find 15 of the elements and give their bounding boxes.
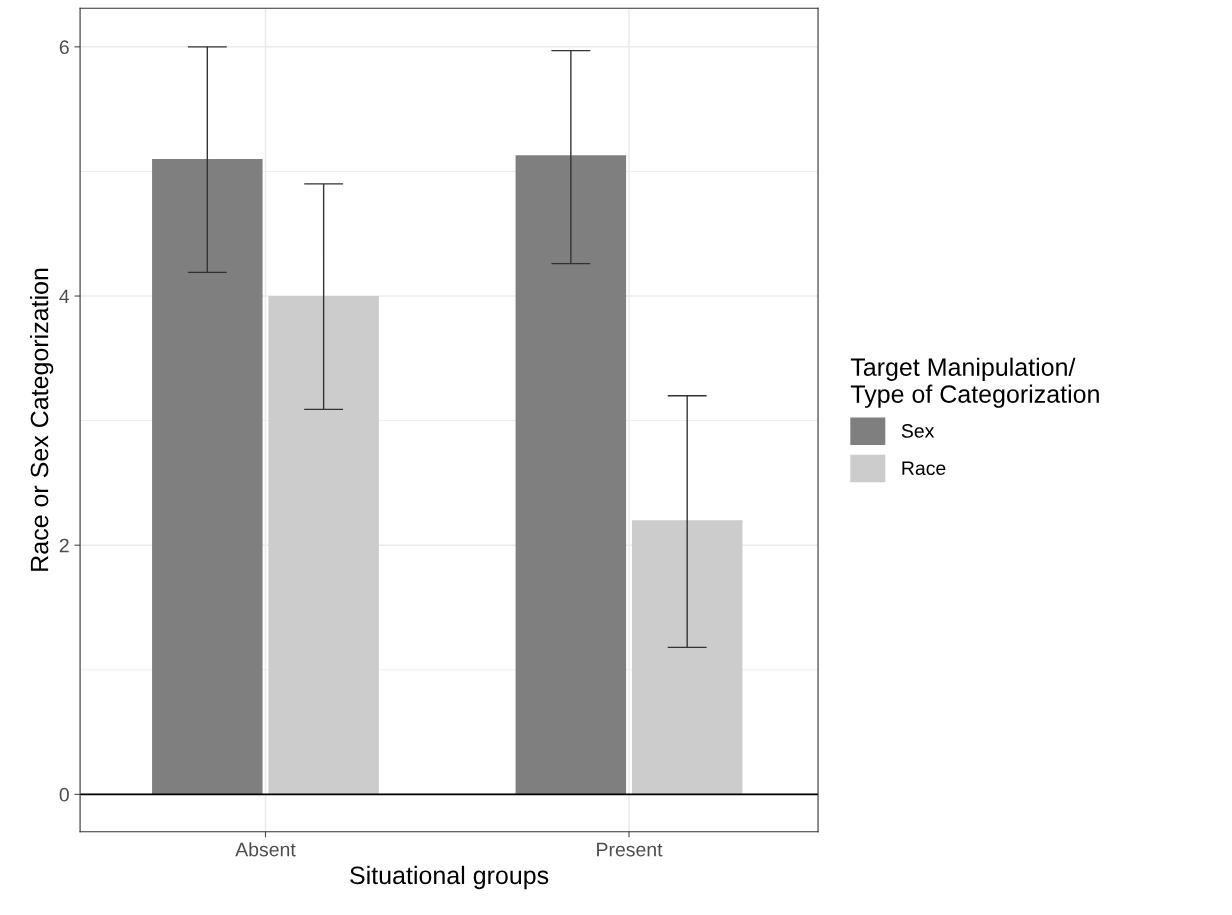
legend-label: Race (902, 461, 946, 476)
bar (515, 155, 627, 795)
x-tick-label: Present (597, 842, 663, 857)
y-tick-label: 0 (59, 787, 69, 802)
x-tick-label: Absent (235, 842, 296, 857)
y-tick-label: 4 (59, 289, 70, 304)
y-axis-title: Race or Sex Categorization (29, 268, 54, 571)
y-tick-label: 2 (59, 538, 69, 553)
bar (268, 296, 379, 795)
legend-label: Sex (901, 424, 935, 438)
y-tick-label: 6 (59, 40, 69, 55)
bar (631, 520, 743, 795)
x-axis-title: Situational groups (350, 865, 549, 890)
legend-title: Target Manipulation/ Type of Categorization (850, 357, 1099, 408)
bar (152, 158, 263, 795)
